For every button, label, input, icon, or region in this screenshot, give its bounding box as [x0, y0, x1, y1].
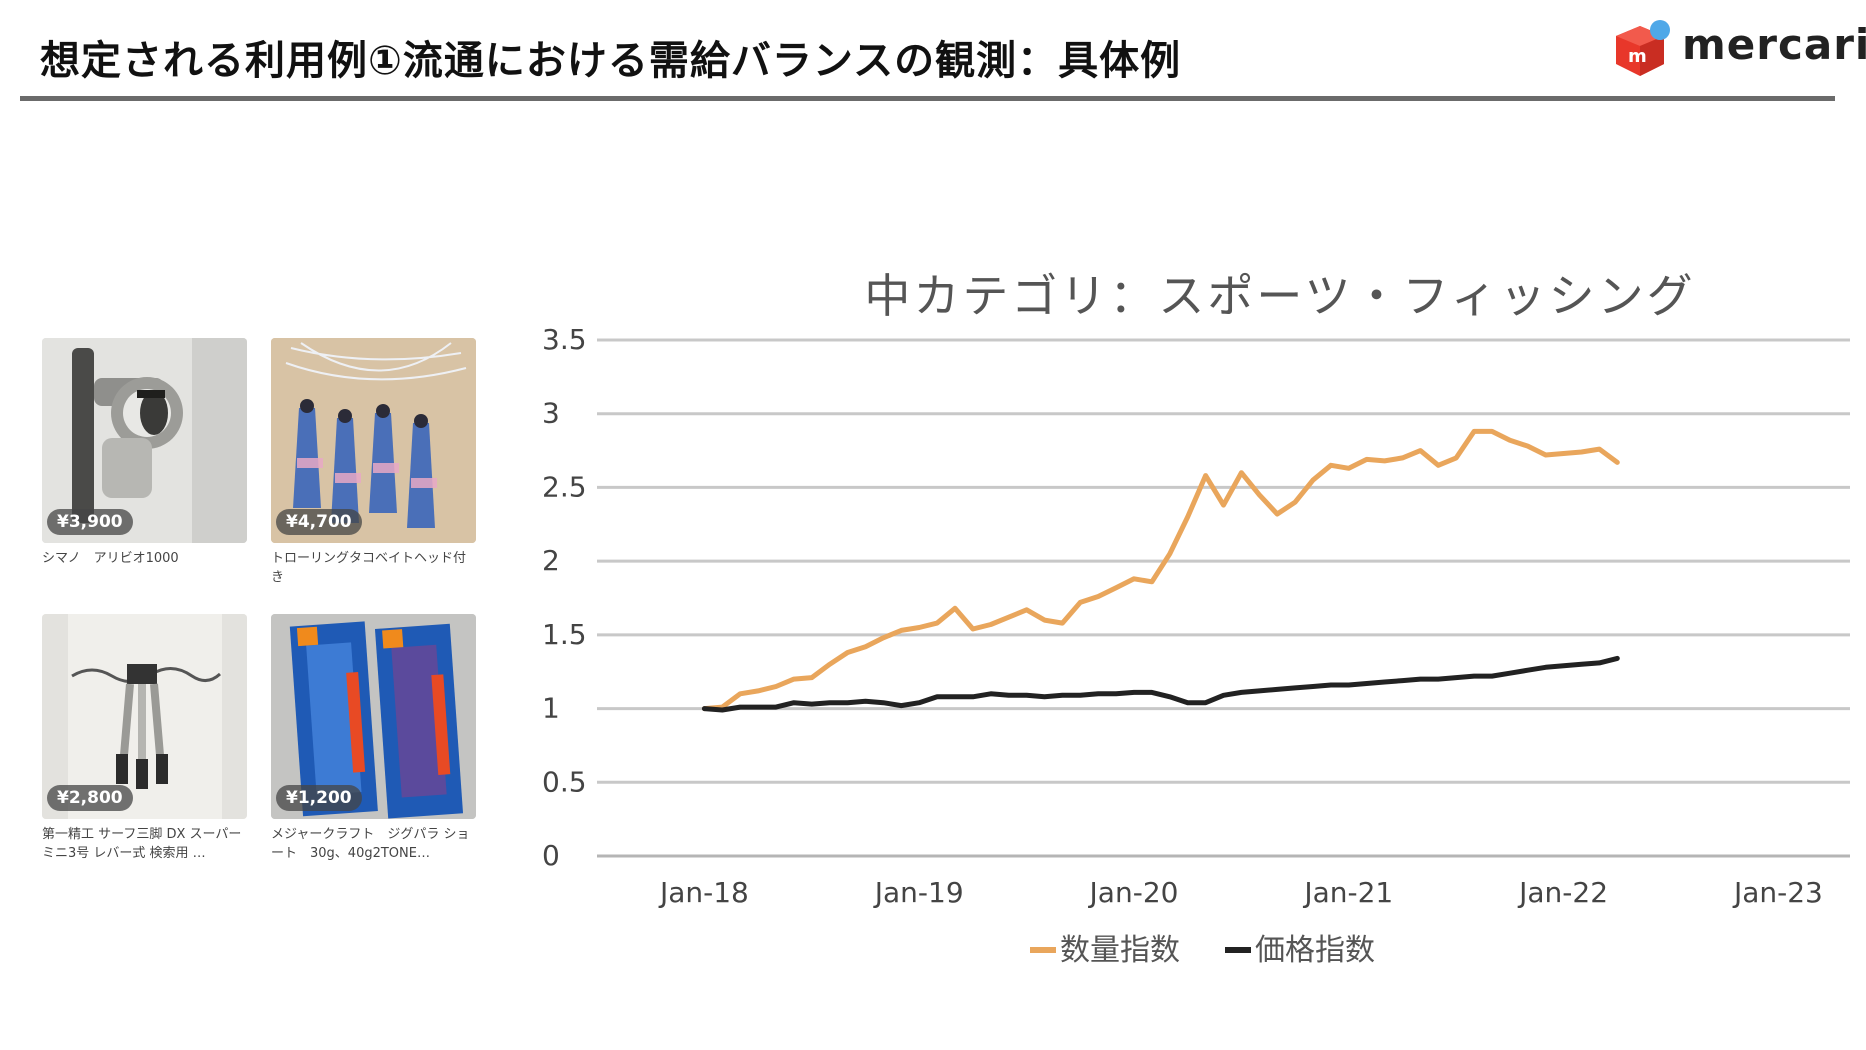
product-photo[interactable]: ¥1,200 [271, 614, 476, 819]
x-tick-label: Jan-18 [658, 876, 749, 909]
mercari-box-icon: m [1616, 20, 1670, 76]
y-tick-label: 2.5 [542, 470, 587, 503]
price-badge: ¥3,900 [47, 509, 133, 535]
product-card-reel[interactable]: ¥3,900 シマノ アリビオ1000 [42, 338, 247, 568]
x-tick-label: Jan-19 [873, 876, 964, 909]
jig-package-icon [271, 614, 476, 819]
series-line-2 [701, 655, 1620, 713]
page-title: 想定される利用例①流通における需給バランスの観測：具体例 [40, 38, 1182, 84]
y-tick-label: 1.5 [542, 618, 587, 651]
series-line-1 [701, 428, 1620, 712]
legend-label: 価格指数 [1255, 933, 1375, 968]
rod-stand-icon [42, 614, 247, 819]
price-badge: ¥1,200 [276, 785, 362, 811]
product-photo[interactable]: ¥3,900 [42, 338, 247, 543]
product-name: シマノ アリビオ1000 [42, 551, 179, 566]
y-tick-label: 2 [542, 544, 560, 577]
y-tick-label: 3.5 [542, 323, 587, 356]
product-name: 第一精工 サーフ三脚 DX スーパー ミニ3号 レバー式 検索用 … [42, 827, 242, 861]
price-badge: ¥2,800 [47, 785, 133, 811]
x-tick-label: Jan-21 [1302, 876, 1393, 909]
product-photo[interactable]: ¥2,800 [42, 614, 247, 819]
x-tick-label: Jan-20 [1088, 876, 1179, 909]
y-tick-label: 3 [542, 397, 560, 430]
line-chart: 中カテゴリ：スポーツ・フィッシング 0 0.5 1 1.5 2 2.5 3 3.5 Jan-18 J… [542, 269, 1850, 968]
legend-label: 数量指数 [1060, 933, 1180, 968]
product-photo[interactable]: ¥4,700 [271, 338, 476, 543]
x-tick-label: Jan-22 [1517, 876, 1608, 909]
product-name: トローリングタコベイトヘッド付き [271, 551, 467, 585]
y-tick-label: 0 [542, 839, 560, 872]
chart-title: 中カテゴリ：スポーツ・フィッシング [864, 269, 1695, 323]
product-card-stand[interactable]: ¥2,800 第一精工 サーフ三脚 DX スーパー ミニ3号 レバー式 検索用 … [42, 614, 247, 863]
logo-wordmark: mercari [1682, 20, 1866, 69]
y-tick-label: 1 [542, 692, 560, 725]
product-name: メジャークラフト ジグパラ ショート 30g、40g2TONE… [271, 827, 470, 861]
title-divider [20, 96, 1835, 101]
y-tick-label: 0.5 [542, 765, 587, 798]
fishing-lure-icon [271, 338, 476, 543]
svg-text:m: m [1628, 46, 1647, 67]
product-card-lure[interactable]: ¥4,700 トローリングタコベイトヘッド付き [271, 338, 476, 587]
price-badge: ¥4,700 [276, 509, 362, 535]
x-tick-label: Jan-23 [1732, 876, 1823, 909]
product-card-jig[interactable]: ¥1,200 メジャークラフト ジグパラ ショート 30g、40g2TONE… [271, 614, 476, 863]
mercari-logo: m mercari [1610, 18, 1866, 80]
fishing-reel-icon [42, 338, 247, 543]
